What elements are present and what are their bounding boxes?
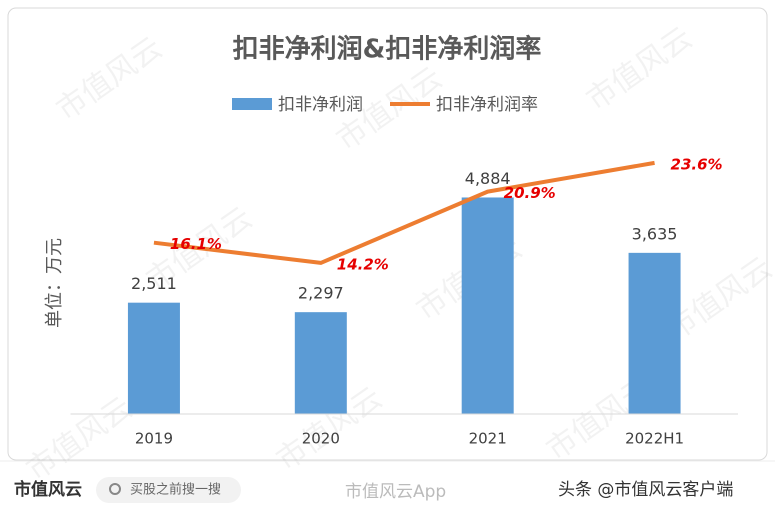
search-icon — [109, 483, 121, 495]
search-box[interactable] — [96, 477, 241, 503]
line-value-label: 20.9% — [504, 184, 556, 202]
plot: 扣非净利润 扣非净利润率 2,511 2,297 4,884 3,635 2019 2020 2… — [70, 95, 738, 448]
bar — [294, 312, 347, 414]
legend-label: 扣非净利润 — [278, 95, 363, 115]
y-axis-label: 单位：万元 — [44, 238, 65, 328]
bar-value-label: 3,635 — [632, 224, 678, 243]
bar — [461, 197, 514, 414]
line-value-label: 16.1% — [170, 235, 222, 253]
line-value-label: 14.2% — [337, 255, 389, 273]
x-tick-label: 2021 — [469, 430, 507, 448]
chart-title: 扣非净利润&扣非净利润率 — [233, 34, 542, 65]
bar — [628, 252, 681, 414]
x-tick-label: 2022H1 — [625, 430, 684, 448]
legend-swatch — [232, 98, 272, 110]
bar — [127, 302, 180, 414]
line-value-label: 23.6% — [671, 155, 723, 173]
footer-search[interactable]: 买股之前搜一搜 — [130, 482, 221, 498]
footer-toutiao: 头条 @市值风云客户端 — [558, 480, 733, 500]
legend-label: 扣非净利润率 — [436, 95, 538, 115]
x-tick-label: 2019 — [135, 430, 173, 448]
bar-value-label: 4,884 — [465, 169, 511, 188]
bar-value-label: 2,297 — [298, 284, 344, 303]
line — [153, 160, 655, 265]
footer-logo: 市值风云 — [14, 479, 82, 500]
x-tick-label: 2020 — [302, 430, 340, 448]
bar-value-label: 2,511 — [131, 274, 177, 293]
footer-weibo: 市值风云App — [345, 482, 446, 502]
